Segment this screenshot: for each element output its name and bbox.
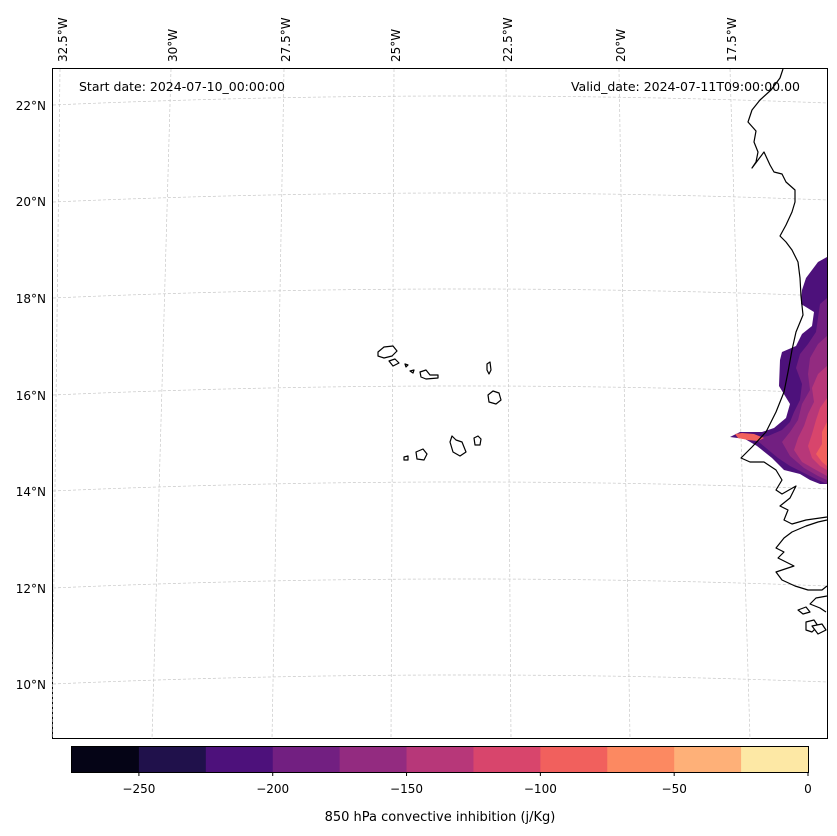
colorbar-swatch xyxy=(741,747,809,772)
cbar-tick-label: 0 xyxy=(804,782,812,796)
colorbar-swatch xyxy=(339,747,408,772)
colorbar-swatch xyxy=(607,747,675,772)
lat-label: 16°N xyxy=(16,389,46,403)
island-brava xyxy=(403,455,409,461)
island-maio xyxy=(473,435,482,446)
colorbar-swatch xyxy=(272,747,341,772)
lon-label: 32.5°W xyxy=(56,17,70,62)
island-sal xyxy=(486,361,492,375)
bijagos-island-1 xyxy=(797,606,811,615)
colorbar-swatch xyxy=(205,747,274,772)
cbar-tick-label: −150 xyxy=(390,782,423,796)
cbar-tick-label: −50 xyxy=(662,782,687,796)
island-sao-nicolau xyxy=(409,369,439,380)
lon-label: 22.5°W xyxy=(501,17,515,62)
lat-label: 20°N xyxy=(16,195,46,209)
colorbar-swatch xyxy=(406,747,474,772)
cin-region-coral xyxy=(816,422,827,466)
map-frame xyxy=(52,68,828,739)
lat-label: 14°N xyxy=(16,485,46,499)
cbar-tick-label: −100 xyxy=(524,782,557,796)
cbar-tick-label: −200 xyxy=(256,782,289,796)
island-santiago xyxy=(449,435,467,457)
cape-verde-islands xyxy=(377,345,502,461)
bijagos-island-3 xyxy=(811,623,827,635)
colorbar-swatch xyxy=(540,747,608,772)
lon-label: 27.5°W xyxy=(279,17,293,62)
island-sao-vicente xyxy=(388,358,400,367)
colorbar-swatch xyxy=(674,747,742,772)
cbar-tick-label: −250 xyxy=(122,782,155,796)
island-santa-luzia xyxy=(404,363,409,368)
lat-label: 18°N xyxy=(16,292,46,306)
colorbar-swatches xyxy=(72,747,809,772)
parallel-gridlines xyxy=(52,95,828,685)
lat-label: 12°N xyxy=(16,582,46,596)
lat-label: 10°N xyxy=(16,678,46,692)
cin-region-coral-west xyxy=(735,433,764,441)
lat-label: 22°N xyxy=(16,99,46,113)
coastline-guinea xyxy=(809,595,828,613)
colorbar-swatch xyxy=(473,747,541,772)
latitude-labels: 22°N 20°N 18°N 16°N 14°N 12°N 10°N xyxy=(16,99,46,692)
lon-label: 25°W xyxy=(389,29,403,62)
island-santo-antao xyxy=(377,345,398,359)
longitude-labels: 32.5°W 30°W 27.5°W 25°W 22.5°W 20°W 17.5… xyxy=(56,17,739,62)
meridian-gridlines xyxy=(51,68,751,740)
lon-label: 30°W xyxy=(166,29,180,62)
start-date-label: Start date: 2024-07-10_00:00:00 xyxy=(79,79,285,94)
colorbar-ticks: −250 −200 −150 −100 −50 0 xyxy=(122,772,812,796)
cin-field xyxy=(730,257,827,484)
lon-label: 17.5°W xyxy=(725,17,739,62)
colorbar-swatch xyxy=(72,747,140,772)
lon-label: 20°W xyxy=(614,29,628,62)
map-content xyxy=(51,68,828,740)
coastline-bissau xyxy=(775,519,828,591)
colorbar-swatch xyxy=(138,747,207,772)
colorbar: −250 −200 −150 −100 −50 0 850 hPa convec… xyxy=(71,746,812,825)
island-boa-vista xyxy=(487,390,502,405)
valid-date-label: Valid_date: 2024-07-11T09:00:00.00 xyxy=(571,79,800,94)
colorbar-title: 850 hPa convective inhibition (j/Kg) xyxy=(325,810,556,825)
island-fogo xyxy=(415,448,428,461)
colorbar-outline xyxy=(71,746,809,773)
coastline-africa xyxy=(740,68,828,525)
